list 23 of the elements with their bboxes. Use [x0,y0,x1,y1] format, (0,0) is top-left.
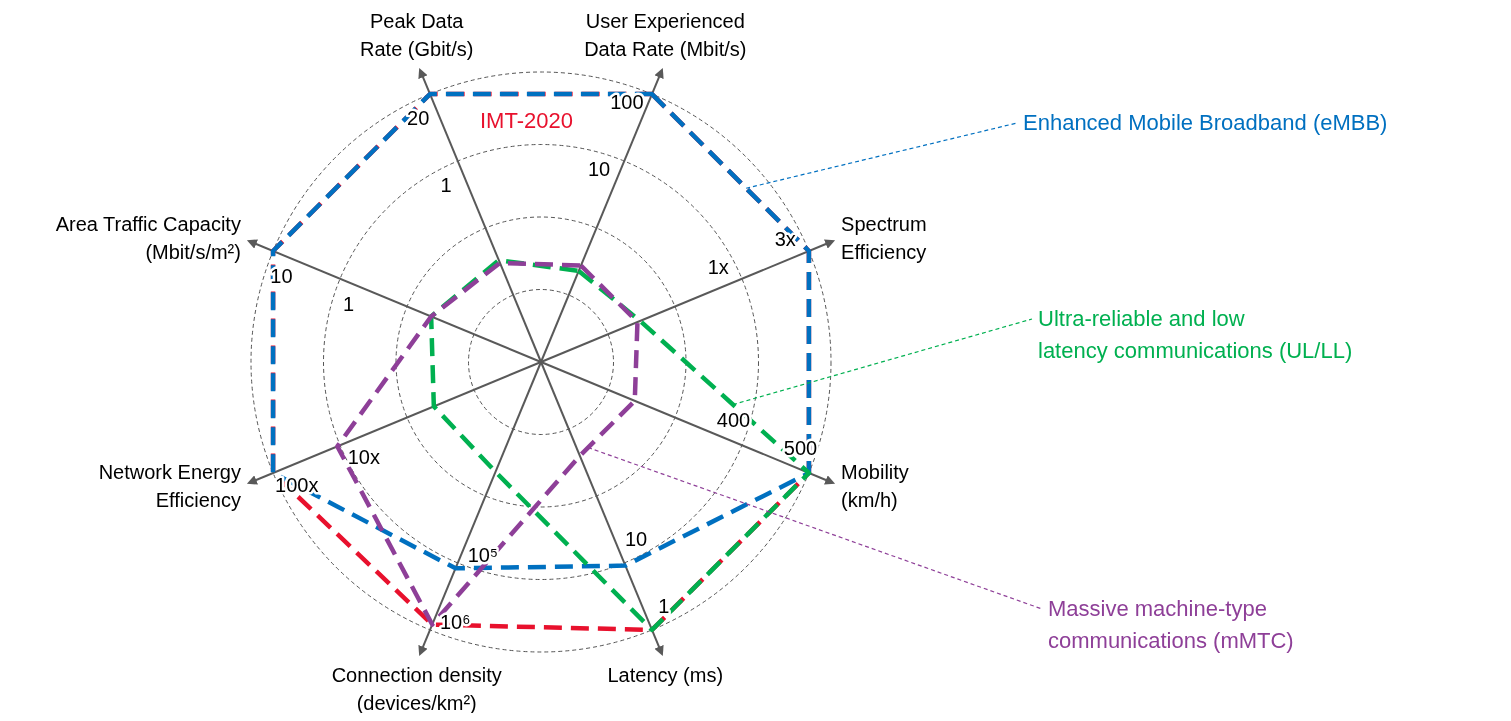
text: 10 [624,528,648,551]
text: Ultra-reliable and low latency communications (UL/LL) [1038,306,1353,363]
text: 20 [407,106,430,129]
spoke-label: Mobility (km/h) [841,461,909,512]
spoke-label: Network Energy Efficiency [98,461,241,512]
text: 1 [658,595,670,618]
text: 10x [347,446,380,469]
text: 10 [587,158,611,181]
text: 10⁵ [467,543,499,566]
text: 1x [707,255,729,278]
text: 1 [342,292,355,315]
text: Enhanced Mobile Broadband (eMBB) [1023,110,1388,135]
text: Massive machine-type communications (mMTC) [1048,596,1294,653]
text: 1 [440,173,452,196]
text: 100 [610,91,644,114]
spoke-label: Area Traffic Capacity (Mbit/s/m²) [55,212,241,263]
series-label: IMT-2020 [480,108,573,133]
spoke-label: Peak Data Rate (Gbit/s) [360,9,474,60]
text: 3x [774,228,796,251]
text: 400 [716,409,751,432]
spoke-label: Latency (ms) [607,664,724,687]
spoke-label: User Experienced Data Rate (Mbit/s) [584,9,747,60]
spoke-label: Spectrum Efficiency [841,212,927,263]
